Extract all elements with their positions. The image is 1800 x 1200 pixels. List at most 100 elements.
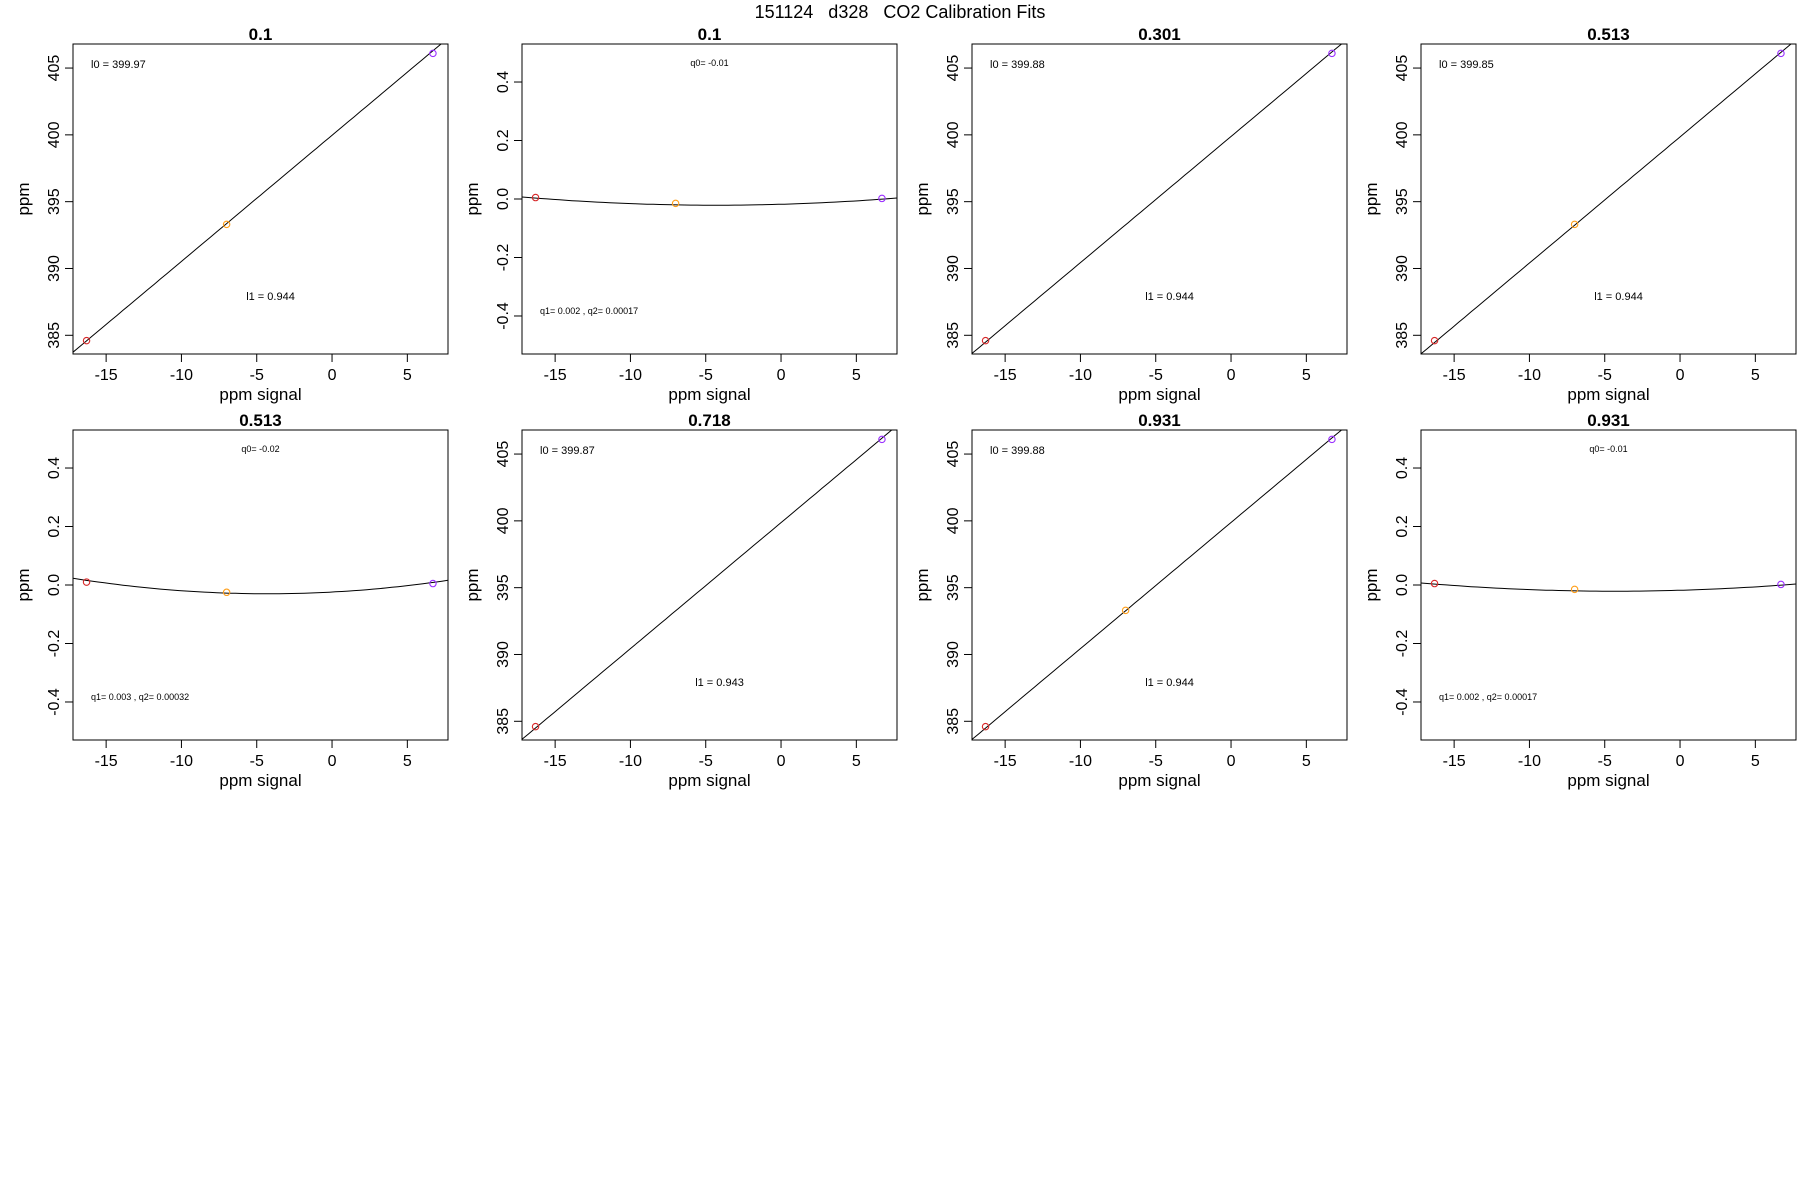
- fit-line: [1421, 44, 1792, 354]
- fit-annotation: l1 = 0.943: [695, 677, 744, 689]
- x-tick-label: -5: [250, 367, 264, 384]
- y-tick-label: 405: [1394, 55, 1411, 82]
- x-tick-label: 5: [403, 367, 412, 384]
- chart-panel: 0.1 -15 -10 -5 0 5 ppm signal -0.4 -0.2 0.0 0.2 0.4…: [463, 25, 898, 404]
- y-axis-label: ppm: [463, 568, 482, 601]
- x-tick-label: 5: [1751, 753, 1760, 770]
- x-tick-label: -10: [1518, 753, 1541, 770]
- fit-annotation: l1 = 0.944: [1145, 291, 1194, 303]
- x-tick-label: 5: [1302, 367, 1311, 384]
- chart-panel: 0.301 -15 -10 -5 0 5 ppm signal 385 390 395 400 405…: [913, 25, 1348, 404]
- plot-frame: [971, 429, 1348, 741]
- y-tick-label: 395: [945, 188, 962, 215]
- y-tick-label: 400: [945, 121, 962, 148]
- x-tick-label: 0: [1676, 753, 1685, 770]
- data-point: [531, 193, 540, 202]
- x-axis-label: ppm signal: [1118, 771, 1200, 790]
- fit-annotation: l0 = 399.88: [990, 59, 1045, 71]
- x-axis-label: ppm signal: [668, 385, 750, 404]
- fit-annotation: l0 = 399.87: [540, 445, 595, 457]
- y-tick-label: 400: [46, 121, 63, 148]
- x-tick-label: -10: [1069, 367, 1092, 384]
- y-tick-label: 400: [495, 507, 512, 534]
- panel-title: 0.1: [249, 25, 273, 44]
- y-tick-label: 385: [945, 708, 962, 735]
- chart-panel: 0.931 -15 -10 -5 0 5 ppm signal -0.4 -0.2 0.0 0.2 0…: [1362, 411, 1797, 790]
- x-axis-label: ppm signal: [219, 771, 301, 790]
- y-tick-label: -0.4: [1394, 688, 1411, 716]
- y-tick-label: -0.4: [495, 302, 512, 330]
- y-tick-label: 385: [495, 708, 512, 735]
- fit-annotation: q0= -0.02: [241, 444, 279, 454]
- x-axis-label: ppm signal: [219, 385, 301, 404]
- fit-line: [1421, 582, 1796, 592]
- fit-annotation: l0 = 399.97: [91, 59, 146, 71]
- fit-line: [522, 196, 897, 206]
- y-tick-label: 0.2: [495, 129, 512, 151]
- y-tick-label: 0.4: [495, 71, 512, 93]
- fit-annotation: l0 = 399.88: [990, 445, 1045, 457]
- x-tick-label: -5: [1598, 367, 1612, 384]
- x-tick-label: 0: [777, 367, 786, 384]
- y-tick-label: 385: [46, 322, 63, 349]
- x-axis-label: ppm signal: [1118, 385, 1200, 404]
- y-tick-label: 390: [1394, 255, 1411, 282]
- y-tick-label: 0.2: [1394, 515, 1411, 537]
- fit-line: [972, 430, 1343, 740]
- x-tick-label: 5: [852, 753, 861, 770]
- panel-title: 0.931: [1138, 411, 1181, 430]
- data-point: [1570, 220, 1579, 229]
- x-tick-label: -10: [170, 367, 193, 384]
- data-point: [222, 220, 231, 229]
- x-tick-label: -5: [1149, 753, 1163, 770]
- data-point: [1430, 336, 1439, 345]
- y-tick-label: 395: [495, 574, 512, 601]
- x-axis-label: ppm signal: [668, 771, 750, 790]
- page-title: 151124 d328 CO2 Calibration Fits: [754, 2, 1046, 22]
- fit-annotation: q0= -0.01: [690, 58, 728, 68]
- data-point: [1328, 435, 1336, 444]
- y-tick-label: -0.2: [1394, 630, 1411, 658]
- x-tick-label: -5: [699, 753, 713, 770]
- fit-line: [73, 577, 448, 595]
- x-tick-label: 5: [852, 367, 861, 384]
- x-axis-label: ppm signal: [1567, 385, 1649, 404]
- data-point: [82, 578, 91, 586]
- plot-frame: [1420, 43, 1797, 355]
- x-tick-label: -15: [994, 367, 1017, 384]
- data-point: [1328, 49, 1336, 58]
- x-tick-label: 5: [1751, 367, 1760, 384]
- chart-panel: 0.718 -15 -10 -5 0 5 ppm signal 385 390 395 400 405…: [463, 411, 898, 790]
- y-tick-label: 405: [945, 441, 962, 468]
- chart-panel: 0.513 -15 -10 -5 0 5 ppm signal 385 390 395 400 405…: [1362, 25, 1797, 404]
- x-tick-label: -5: [250, 753, 264, 770]
- data-point: [429, 49, 437, 58]
- x-tick-label: -10: [170, 753, 193, 770]
- x-tick-label: 0: [1227, 753, 1236, 770]
- x-tick-label: 0: [1676, 367, 1685, 384]
- y-tick-label: 395: [46, 188, 63, 215]
- x-tick-label: 0: [777, 753, 786, 770]
- y-tick-label: 0.4: [46, 457, 63, 479]
- y-tick-label: 390: [46, 255, 63, 282]
- chart-panel: 0.931 -15 -10 -5 0 5 ppm signal 385 390 395 400 405…: [913, 411, 1348, 790]
- y-tick-label: 0.0: [1394, 574, 1411, 596]
- fit-line: [73, 44, 442, 353]
- fit-line: [522, 430, 893, 740]
- y-axis-label: ppm: [14, 182, 33, 215]
- y-tick-label: 395: [1394, 188, 1411, 215]
- panel-title: 0.513: [239, 411, 282, 430]
- x-tick-label: -10: [1069, 753, 1092, 770]
- data-point: [1430, 579, 1439, 588]
- x-tick-label: -15: [544, 367, 567, 384]
- y-tick-label: -0.2: [46, 630, 63, 658]
- data-point: [878, 194, 886, 203]
- y-axis-label: ppm: [1362, 182, 1381, 215]
- y-tick-label: 0.2: [46, 515, 63, 537]
- y-axis-label: ppm: [913, 568, 932, 601]
- y-tick-label: 0.0: [46, 574, 63, 596]
- y-axis-label: ppm: [14, 568, 33, 601]
- chart-panel: 0.1 -15 -10 -5 0 5 ppm signal 385 390 395 400 405 pp…: [14, 25, 449, 404]
- y-tick-label: 0.4: [1394, 457, 1411, 479]
